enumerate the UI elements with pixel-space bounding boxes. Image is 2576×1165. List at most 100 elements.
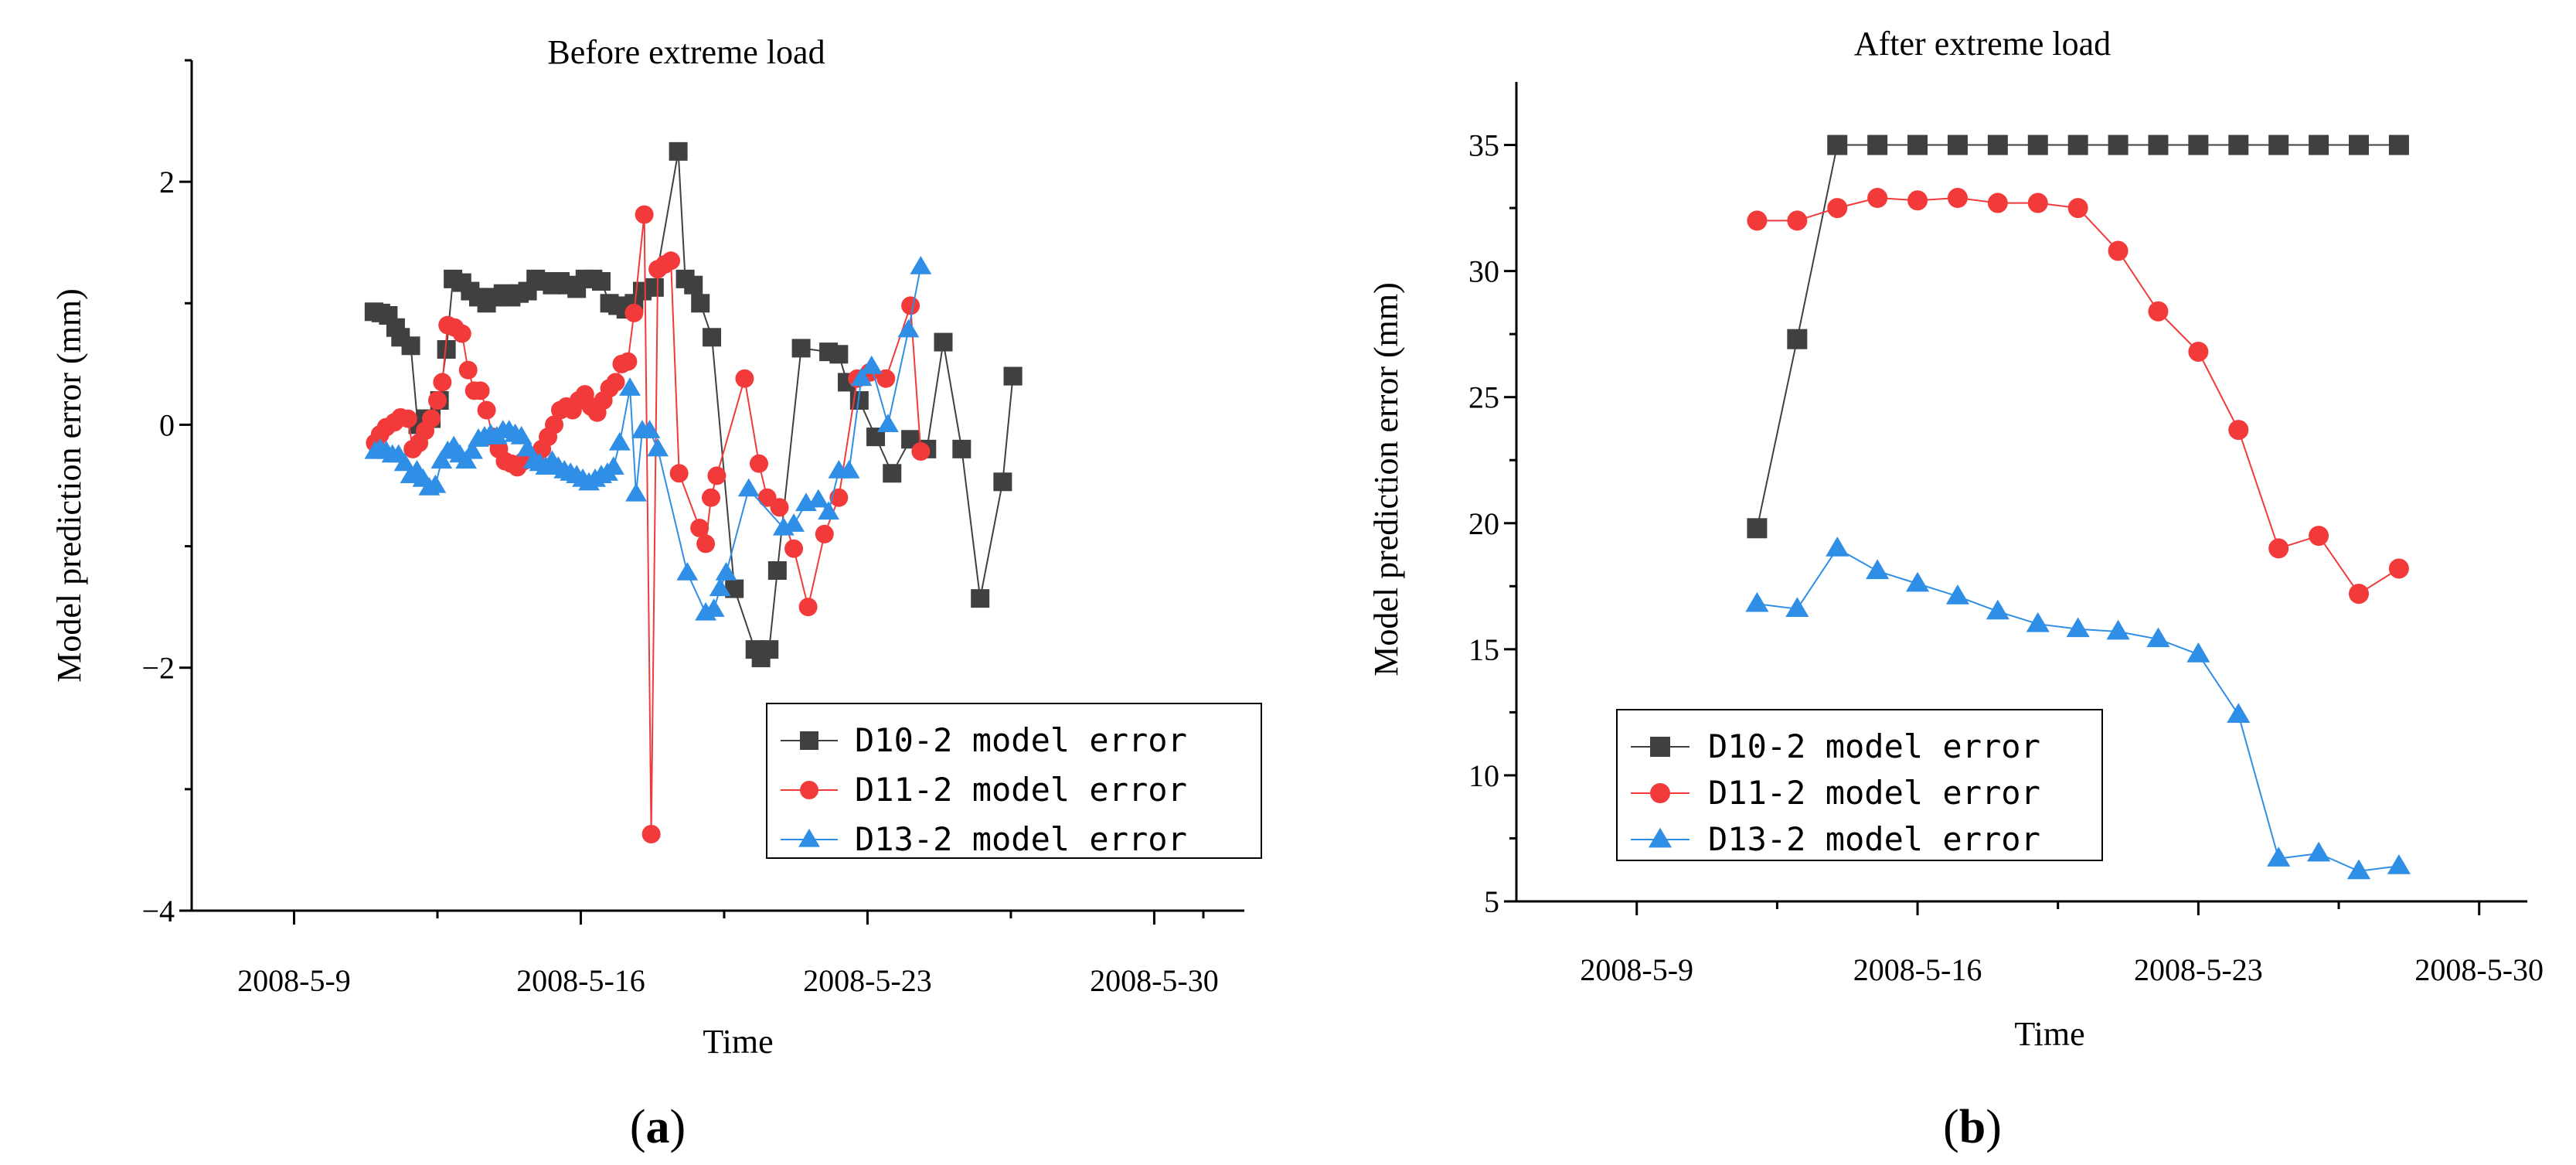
- chart-b-ylabel: Model prediction error (mm): [1367, 282, 1405, 676]
- data-point: [669, 464, 689, 483]
- data-point: [2067, 198, 2088, 219]
- data-point: [703, 598, 725, 617]
- chart-b-title: After extreme load: [1854, 25, 2111, 63]
- data-point: [1787, 210, 1808, 231]
- legend-label: D13-2 model error: [855, 820, 1187, 858]
- data-point: [770, 498, 789, 517]
- data-point: [2228, 135, 2249, 155]
- data-point: [545, 415, 564, 434]
- legend-marker: [1650, 737, 1670, 757]
- data-point: [458, 360, 478, 380]
- data-point: [2188, 135, 2209, 155]
- data-point: [618, 352, 638, 371]
- data-point: [829, 488, 849, 507]
- data-point: [1945, 584, 1970, 605]
- data-point: [2186, 642, 2210, 663]
- legend-marker: [800, 731, 818, 750]
- data-point: [707, 466, 727, 485]
- x-tick-label: 2008-5-9: [237, 963, 351, 998]
- data-point: [696, 534, 716, 554]
- data-point: [1907, 135, 1928, 155]
- legend-marker: [1648, 827, 1673, 848]
- x-tick-label: 2008-5-30: [2414, 952, 2544, 987]
- data-point: [606, 373, 625, 392]
- data-point: [815, 524, 834, 543]
- data-point: [737, 478, 760, 497]
- legend-marker: [1650, 783, 1670, 803]
- x-tick-label: 2008-5-9: [1580, 952, 1693, 987]
- series-2: [1747, 188, 2409, 605]
- data-point: [952, 439, 972, 458]
- data-point: [838, 460, 860, 479]
- data-point: [1003, 366, 1023, 386]
- data-point: [850, 367, 873, 387]
- series-line: [1757, 196, 2400, 595]
- y-tick-label: −4: [141, 894, 175, 928]
- y-tick-label: 10: [1468, 758, 1499, 793]
- y-tick-label: 25: [1468, 380, 1499, 415]
- data-point: [1947, 188, 1968, 209]
- data-point: [1905, 571, 1930, 592]
- data-point: [2227, 703, 2251, 724]
- chart-b-ticks: 2008-5-9 2008-5-16 2008-5-23 2008-5-30 5 10 15…: [1468, 128, 2544, 987]
- data-point: [2108, 135, 2129, 155]
- data-point: [791, 339, 811, 358]
- data-point: [2268, 538, 2289, 559]
- data-point: [461, 440, 483, 459]
- legend-marker: [798, 828, 820, 847]
- data-point: [427, 391, 447, 410]
- data-point: [684, 275, 703, 295]
- data-point: [2066, 617, 2090, 638]
- chart-a-axes: [190, 60, 1244, 912]
- x-tick-label: 2008-5-23: [2134, 952, 2263, 987]
- data-point: [624, 303, 644, 322]
- x-tick-label: 2008-5-23: [803, 963, 932, 998]
- chart-after-extreme-load: After extreme load 2008-5-9 2008-5-16 2008…: [1367, 25, 2544, 1153]
- data-point: [591, 272, 611, 291]
- data-point: [1866, 559, 1890, 580]
- data-point: [798, 598, 818, 617]
- chart-a-title: Before extreme load: [547, 33, 825, 71]
- data-point: [1986, 599, 2009, 620]
- data-point: [676, 562, 699, 581]
- data-point: [2108, 240, 2129, 261]
- chart-a-ylabel: Model prediction error (mm): [50, 288, 88, 683]
- data-point: [455, 450, 477, 469]
- data-point: [641, 825, 661, 843]
- series-3: [1745, 537, 2411, 880]
- data-point: [471, 381, 490, 400]
- data-point: [2228, 420, 2249, 441]
- data-point: [647, 438, 669, 457]
- y-tick-label: 15: [1468, 632, 1499, 667]
- data-point: [2027, 192, 2048, 213]
- data-point: [1745, 591, 1769, 612]
- data-point: [662, 251, 681, 271]
- data-point: [2106, 619, 2130, 640]
- y-tick-label: −2: [141, 651, 175, 686]
- data-point: [876, 369, 896, 388]
- x-tick-label: 2008-5-30: [1090, 963, 1219, 998]
- data-point: [2267, 846, 2291, 867]
- data-point: [645, 278, 664, 297]
- data-point: [1827, 198, 1848, 219]
- data-point: [430, 450, 453, 469]
- data-point: [2026, 611, 2050, 632]
- data-point: [703, 328, 722, 347]
- data-point: [398, 409, 417, 428]
- data-point: [709, 577, 731, 597]
- data-point: [619, 377, 641, 396]
- data-point: [1787, 329, 1808, 349]
- legend-marker: [800, 781, 818, 799]
- x-tick-label: 2008-5-16: [1853, 952, 1982, 987]
- data-point: [2027, 135, 2048, 155]
- data-point: [477, 400, 496, 420]
- data-point: [783, 513, 805, 532]
- legend-label: D11-2 model error: [855, 771, 1187, 809]
- y-tick-label: 35: [1468, 128, 1499, 163]
- chart-b-xlabel: Time: [2014, 1015, 2084, 1053]
- data-point: [1827, 135, 1848, 155]
- data-point: [2388, 135, 2409, 155]
- data-point: [760, 640, 779, 659]
- data-point: [818, 501, 840, 520]
